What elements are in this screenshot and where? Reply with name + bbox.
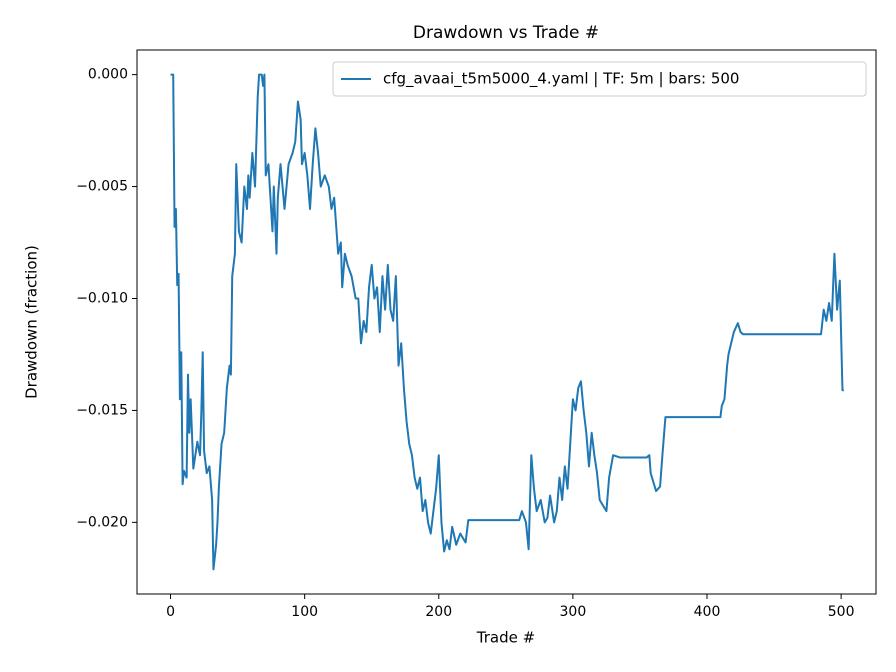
x-tick-label: 400: [694, 604, 721, 620]
y-tick-label: −0.015: [76, 402, 128, 418]
x-tick-label: 0: [166, 604, 175, 620]
legend-label: cfg_avaai_t5m5000_4.yaml | TF: 5m | bars…: [383, 70, 739, 89]
data-line: [170, 73, 844, 571]
legend-box: [332, 61, 867, 97]
y-tick-label: −0.020: [76, 514, 128, 530]
y-tick-label: −0.010: [76, 290, 128, 306]
chart-title: Drawdown vs Trade #: [413, 23, 599, 43]
x-axis-label: Trade #: [476, 629, 535, 647]
y-tick-label: −0.005: [76, 179, 128, 195]
x-tick-label: 200: [425, 604, 452, 620]
plot-frame: [136, 49, 877, 595]
x-tick-label: 100: [291, 604, 318, 620]
y-tick-label: 0.000: [88, 67, 128, 83]
y-axis-label: Drawdown (fraction): [23, 245, 41, 399]
x-tick-label: 500: [828, 604, 855, 620]
x-tick-label: 300: [560, 604, 587, 620]
